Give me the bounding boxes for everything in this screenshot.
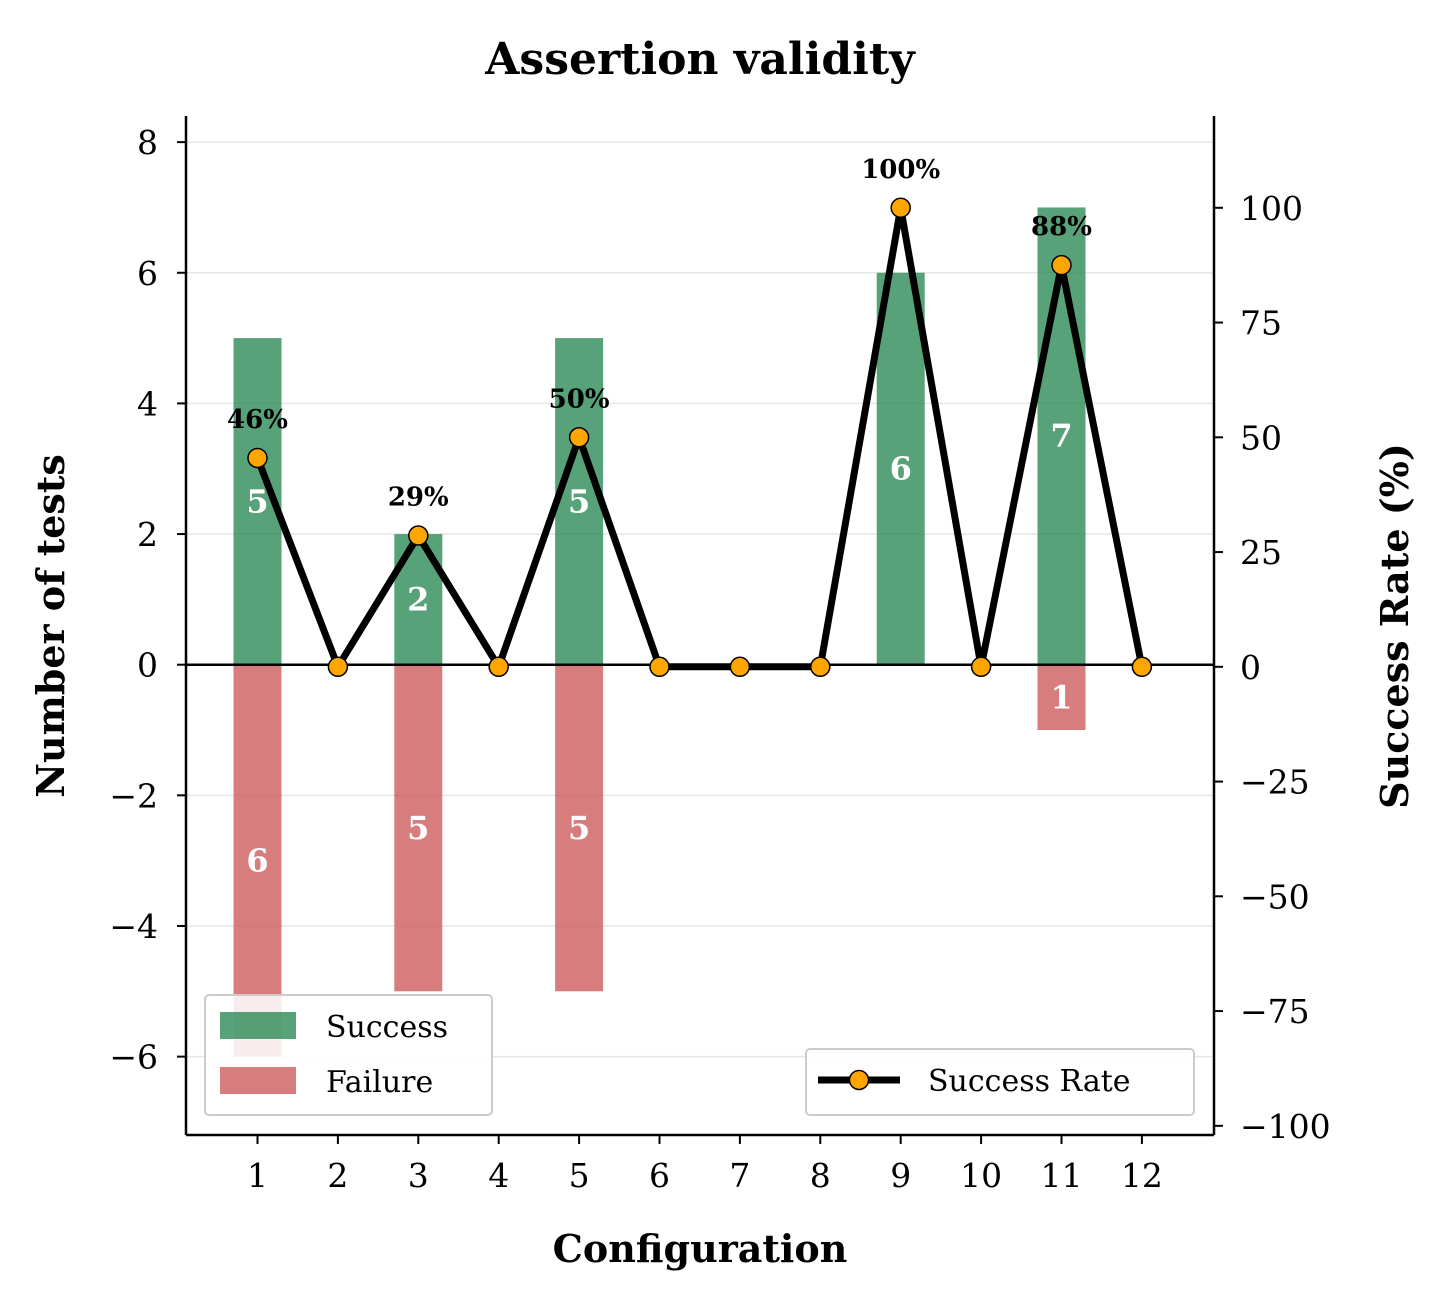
success-bar-label: 5 (246, 482, 268, 520)
failure-bar-label: 6 (246, 842, 268, 880)
x-tick-label: 12 (1121, 1156, 1163, 1195)
rate-label: 88% (1031, 212, 1092, 242)
success-rate-point (488, 656, 509, 678)
y2-tick-label: −75 (1240, 992, 1310, 1031)
success-rate-point (1131, 656, 1153, 678)
legend-label-success: Success (326, 1010, 448, 1045)
rate-label: 29% (388, 483, 449, 513)
success-bar-label: 2 (407, 580, 429, 618)
rate-label: 46% (227, 405, 288, 435)
y-tick-label: 2 (137, 515, 158, 554)
legend-label-rate: Success Rate (928, 1064, 1131, 1099)
rate-label: 50% (549, 384, 610, 414)
y-tick-label: −2 (109, 776, 158, 815)
x-tick-label: 1 (247, 1156, 268, 1195)
x-tick-label: 9 (890, 1156, 911, 1195)
success-rate-point (568, 427, 590, 448)
success-bar (555, 338, 604, 665)
success-bar-label: 7 (1050, 417, 1072, 455)
failure-bar-label: 5 (407, 809, 429, 847)
legend-swatch-success (220, 1012, 296, 1039)
y2-tick-label: −50 (1240, 877, 1310, 916)
y-tick-label: 8 (137, 123, 158, 162)
success-rate-point (1051, 254, 1072, 276)
line-layer (247, 197, 1153, 678)
success-rate-point (649, 656, 670, 678)
y2-tick-label: 75 (1240, 304, 1282, 343)
y-tick-label: 4 (137, 384, 158, 423)
legend-box (805, 1048, 1195, 1116)
failure-bar-label: 1 (1050, 678, 1072, 716)
success-bar (1037, 207, 1086, 665)
success-bar (876, 272, 925, 665)
failure-bar (555, 664, 604, 992)
y2-tick-label: 25 (1240, 533, 1282, 572)
y-tick-label: 0 (137, 646, 158, 685)
success-rate-point (729, 656, 751, 678)
y-tick-label: −6 (109, 1038, 158, 1077)
labels-layer: 5 2 5 6 7 6 5 5 1 46% 29% 50% 100% 88% (227, 155, 1092, 880)
success-rate-point (247, 447, 268, 469)
chart-title: Assertion validity (484, 34, 916, 85)
x-tick-label: 10 (960, 1156, 1002, 1195)
y2-tick-label: 50 (1240, 418, 1282, 457)
x-tick-label: 3 (408, 1156, 429, 1195)
x-tick-label: 8 (810, 1156, 831, 1195)
legend-layer: Success Failure Success Rate (204, 994, 1195, 1116)
success-rate-point (810, 656, 831, 678)
failure-bar (1037, 664, 1086, 731)
y-axis-title: Number of tests (28, 454, 73, 798)
y2-tick-label: 0 (1240, 648, 1261, 687)
y2-tick-label: −100 (1240, 1107, 1331, 1146)
success-rate-point (327, 656, 349, 678)
failure-bar (394, 664, 443, 992)
x-tick-label: 5 (569, 1156, 590, 1195)
legend-swatch-failure (220, 1067, 296, 1094)
success-bar-label: 6 (890, 450, 912, 488)
x-axis-title: Configuration (553, 1226, 848, 1271)
x-tick-label: 11 (1041, 1156, 1083, 1195)
legend-line: Success Rate (805, 1048, 1195, 1116)
success-rate-point (970, 656, 992, 678)
y2-axis-title: Success Rate (%) (1372, 443, 1417, 809)
rate-label: 100% (861, 155, 940, 185)
success-rate-point (408, 525, 429, 546)
y-tick-label: 6 (137, 254, 158, 293)
x-tick-label: 2 (327, 1156, 348, 1195)
legend-swatch-rate-marker (848, 1069, 870, 1091)
success-rate-line (254, 207, 1146, 675)
legend-bars: Success Failure (204, 994, 493, 1116)
failure-bar (233, 664, 282, 1057)
x-tick-label: 7 (729, 1156, 750, 1195)
success-rate-point (890, 197, 911, 219)
x-tick-label: 6 (649, 1156, 670, 1195)
y2-tick-label: 100 (1240, 189, 1303, 228)
failure-bar-label: 5 (568, 809, 590, 847)
x-tick-label: 4 (488, 1156, 509, 1195)
y-tick-label: −4 (109, 907, 158, 946)
success-bar-label: 5 (568, 482, 590, 520)
legend-label-failure: Failure (326, 1065, 433, 1100)
y2-tick-label: −25 (1240, 763, 1310, 802)
